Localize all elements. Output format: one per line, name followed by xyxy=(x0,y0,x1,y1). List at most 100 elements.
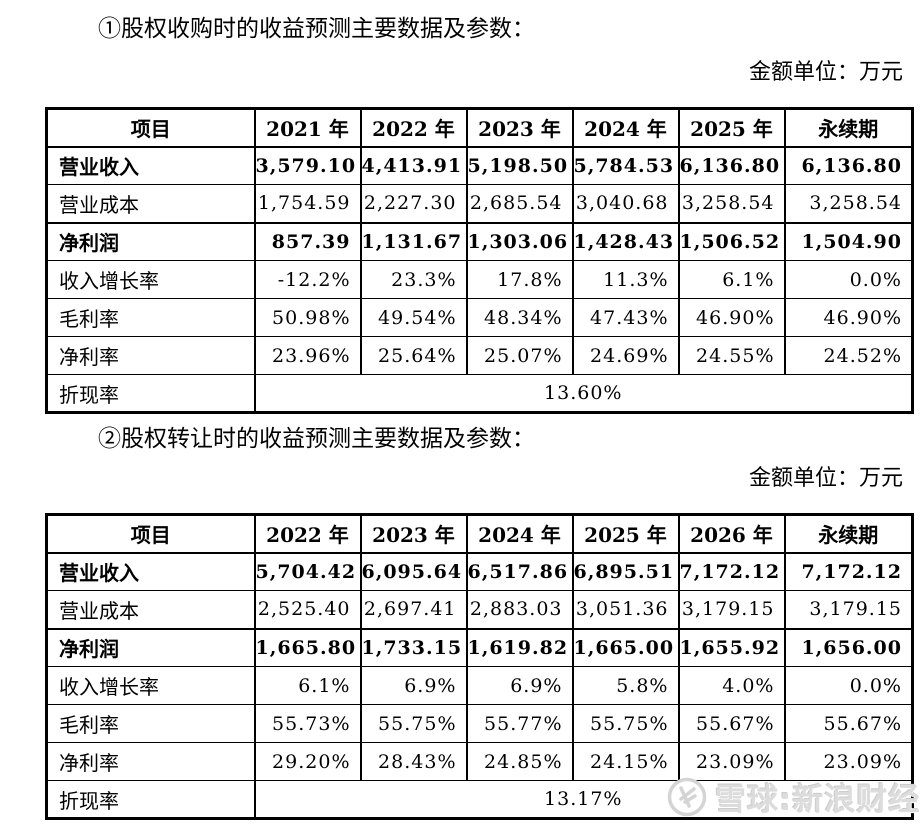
cell-value: 1,754.59 xyxy=(253,184,362,223)
cell-value: 0.0% xyxy=(783,666,914,705)
row-label: 收入增长率 xyxy=(45,260,256,299)
cell-value: 6,895.51 xyxy=(571,552,680,591)
table-row-discount-rate: 折现率 13.17% xyxy=(45,780,914,819)
cell-value: 11.3% xyxy=(571,260,680,299)
column-header-year: 2023 年 xyxy=(465,108,574,148)
cell-value: 3,051.36 xyxy=(571,590,680,629)
table-row-net-profit: 净利润 1,665.80 1,733.15 1,619.82 1,665.00 … xyxy=(45,627,914,667)
cell-value: 23.96% xyxy=(253,336,362,375)
cell-value: 5,784.53 xyxy=(571,146,680,185)
cell-value: 17.8% xyxy=(465,260,574,299)
row-label: 净利率 xyxy=(45,336,256,375)
section-2-title: ②股权转让时的收益预测主要数据及参数： xyxy=(98,426,535,452)
cell-value: 3,258.54 xyxy=(677,184,786,223)
table-header-row: 项目 2021 年 2022 年 2023 年 2024 年 2025 年 永续… xyxy=(45,108,914,148)
table-row-cost: 营业成本 2,525.40 2,697.41 2,883.03 3,051.36… xyxy=(45,590,914,629)
cell-value: 55.67% xyxy=(677,704,786,743)
cell-value: 1,303.06 xyxy=(465,221,574,261)
cell-value: 4,413.91 xyxy=(359,146,468,185)
cell-value: 55.73% xyxy=(253,704,362,743)
column-header-year: 2024 年 xyxy=(465,514,574,554)
cell-value: 3,258.54 xyxy=(783,184,914,223)
row-label: 折现率 xyxy=(45,374,256,413)
table-row-gross-margin: 毛利率 55.73% 55.75% 55.77% 55.75% 55.67% 5… xyxy=(45,704,914,743)
section-2-unit-label: 金额单位：万元 xyxy=(748,466,903,491)
cell-value: 24.55% xyxy=(677,336,786,375)
cell-value: 1,428.43 xyxy=(571,221,680,261)
cell-value: 55.75% xyxy=(571,704,680,743)
cell-value: 857.39 xyxy=(253,221,362,261)
cell-value: 6,136.80 xyxy=(783,146,914,185)
cell-value: 29.20% xyxy=(253,742,362,781)
cell-value: 24.15% xyxy=(571,742,680,781)
cell-value: 2,697.41 xyxy=(359,590,468,629)
watermark: 雪球:新浪财经 xyxy=(666,774,920,819)
cell-value: 7,172.12 xyxy=(677,552,786,591)
cell-value: 6.1% xyxy=(677,260,786,299)
cell-value: 46.90% xyxy=(677,298,786,337)
row-label: 营业成本 xyxy=(45,184,256,223)
cell-value: 6,095.64 xyxy=(359,552,468,591)
cell-value: 1,665.80 xyxy=(253,627,362,667)
table-row-revenue: 营业收入 5,704.42 6,095.64 6,517.86 6,895.51… xyxy=(45,552,914,591)
row-label: 毛利率 xyxy=(45,298,256,337)
cell-value: 3,179.15 xyxy=(783,590,914,629)
cell-value: 0.0% xyxy=(783,260,914,299)
table-row-revenue-growth: 收入增长率 -12.2% 23.3% 17.8% 11.3% 6.1% 0.0% xyxy=(45,260,914,299)
cell-value: 2,525.40 xyxy=(253,590,362,629)
column-header-year: 2022 年 xyxy=(253,514,362,554)
section-1-unit-label: 金额单位：万元 xyxy=(748,60,903,85)
column-header-year: 2026 年 xyxy=(677,514,786,554)
cell-value: 5,198.50 xyxy=(465,146,574,185)
row-label: 毛利率 xyxy=(45,704,256,743)
row-label: 折现率 xyxy=(45,780,256,819)
table-row-discount-rate: 折现率 13.60% xyxy=(45,374,914,413)
cell-value: 6.9% xyxy=(359,666,468,705)
cell-value: 1,619.82 xyxy=(465,627,574,667)
cell-value: 5.8% xyxy=(571,666,680,705)
xueqiu-logo-icon xyxy=(667,777,707,816)
cell-value: 1,733.15 xyxy=(359,627,468,667)
cell-value: 24.52% xyxy=(783,336,914,375)
cell-value: 1,131.67 xyxy=(359,221,468,261)
table-row-net-margin: 净利率 23.96% 25.64% 25.07% 24.69% 24.55% 2… xyxy=(45,336,914,375)
cell-value: 6.9% xyxy=(465,666,574,705)
cell-value: 1,506.52 xyxy=(677,221,786,261)
cell-value: 2,685.54 xyxy=(465,184,574,223)
cell-value: 1,655.92 xyxy=(677,627,786,667)
row-label: 营业收入 xyxy=(45,552,256,591)
cell-value: 6,517.86 xyxy=(465,552,574,591)
column-header-year: 2022 年 xyxy=(359,108,468,148)
cell-value: 6.1% xyxy=(253,666,362,705)
equity-acquisition-forecast-table: 项目 2021 年 2022 年 2023 年 2024 年 2025 年 永续… xyxy=(45,107,914,414)
table-header-row: 项目 2022 年 2023 年 2024 年 2025 年 2026 年 永续… xyxy=(45,514,914,554)
cell-value: 2,883.03 xyxy=(465,590,574,629)
cell-value: 47.43% xyxy=(571,298,680,337)
cell-value: 4.0% xyxy=(677,666,786,705)
cell-value: 50.98% xyxy=(253,298,362,337)
cell-value: 1,504.90 xyxy=(783,221,914,261)
column-header-perpetual: 永续期 xyxy=(783,514,914,554)
cell-value: 1,665.00 xyxy=(571,627,680,667)
equity-transfer-forecast-table: 项目 2022 年 2023 年 2024 年 2025 年 2026 年 永续… xyxy=(45,513,914,820)
table-row-revenue: 营业收入 3,579.10 4,413.91 5,198.50 5,784.53… xyxy=(45,146,914,185)
cell-value: 7,172.12 xyxy=(783,552,914,591)
table-row-cost: 营业成本 1,754.59 2,227.30 2,685.54 3,040.68… xyxy=(45,184,914,223)
section-1-title: ①股权收购时的收益预测主要数据及参数： xyxy=(98,16,535,42)
row-label: 收入增长率 xyxy=(45,666,256,705)
column-header-year: 2025 年 xyxy=(677,108,786,148)
column-header-item: 项目 xyxy=(45,108,256,148)
cell-value: 55.67% xyxy=(783,704,914,743)
cell-value: 28.43% xyxy=(359,742,468,781)
table-row-net-profit: 净利润 857.39 1,131.67 1,303.06 1,428.43 1,… xyxy=(45,221,914,261)
row-label: 营业收入 xyxy=(45,146,256,185)
cell-value: 23.3% xyxy=(359,260,468,299)
table-row-gross-margin: 毛利率 50.98% 49.54% 48.34% 47.43% 46.90% 4… xyxy=(45,298,914,337)
cell-value: 46.90% xyxy=(783,298,914,337)
column-header-year: 2023 年 xyxy=(359,514,468,554)
table-row-revenue-growth: 收入增长率 6.1% 6.9% 6.9% 5.8% 4.0% 0.0% xyxy=(45,666,914,705)
cell-value: -12.2% xyxy=(253,260,362,299)
row-label: 营业成本 xyxy=(45,590,256,629)
cell-value: 2,227.30 xyxy=(359,184,468,223)
row-label: 净利润 xyxy=(45,627,256,667)
